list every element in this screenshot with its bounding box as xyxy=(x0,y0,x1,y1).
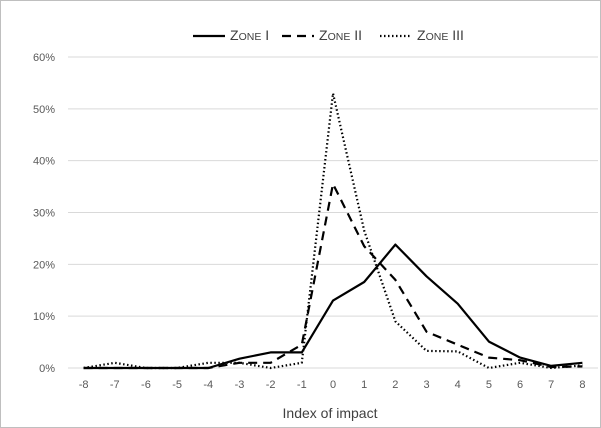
series-line-1 xyxy=(83,243,583,370)
legend: ZONE I ZONE II ZONE III xyxy=(193,27,464,43)
x-tick-label: 2 xyxy=(392,379,398,391)
x-tick-label: 7 xyxy=(548,379,554,391)
x-tick-label: -1 xyxy=(297,379,307,391)
legend-label-2: ZONE II xyxy=(319,27,362,43)
series-line-3 xyxy=(83,92,583,370)
y-tick-label: 10% xyxy=(33,311,55,323)
x-tick-label: -2 xyxy=(266,379,276,391)
y-axis-ticks: 0% 10% 20% 30% 40% 50% 60% xyxy=(33,52,55,375)
x-tick-label: -7 xyxy=(110,379,120,391)
gridlines xyxy=(68,56,598,317)
x-tick-label: 8 xyxy=(579,379,585,391)
y-tick-label: 20% xyxy=(33,259,55,271)
x-tick-label: 6 xyxy=(517,379,523,391)
y-tick-label: 40% xyxy=(33,156,55,168)
y-tick-label: 50% xyxy=(33,104,55,116)
x-tick-label: -3 xyxy=(235,379,245,391)
x-tick-label: -5 xyxy=(172,379,182,391)
y-tick-label: 0% xyxy=(39,363,55,375)
y-tick-label: 30% xyxy=(33,208,55,220)
x-tick-label: -4 xyxy=(203,379,213,391)
x-tick-label: 1 xyxy=(361,379,367,391)
x-tick-label: 5 xyxy=(486,379,492,391)
series-line-2 xyxy=(83,182,583,370)
legend-label-1: ZONE I xyxy=(230,27,269,43)
x-tick-label: -6 xyxy=(141,379,151,391)
x-tick-label: -8 xyxy=(79,379,89,391)
x-axis-title: Index of impact xyxy=(283,405,378,421)
y-tick-label: 60% xyxy=(33,52,55,64)
x-tick-label: 3 xyxy=(423,379,429,391)
x-tick-label: 0 xyxy=(330,379,336,391)
x-axis-ticks: -8 -7 -6 -5 -4 -3 -2 -1 0 1 2 3 4 5 6 7 8 xyxy=(79,379,586,391)
x-tick-label: 4 xyxy=(455,379,461,391)
series-lines xyxy=(83,92,583,370)
legend-label-3: ZONE III xyxy=(417,27,464,43)
